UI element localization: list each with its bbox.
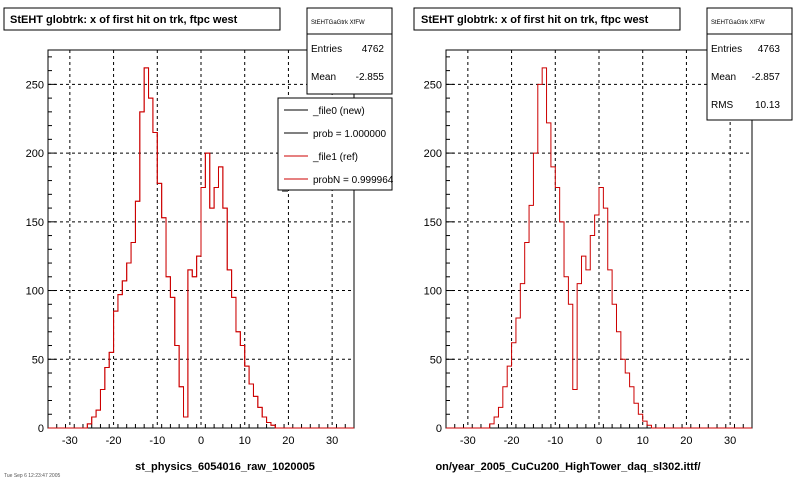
legend-label-prob: prob = 1.000000 (313, 129, 387, 140)
right-stats-mean-label: Mean (711, 72, 736, 83)
left-stats-mean-value: -2.855 (356, 72, 385, 83)
x-tick-label: 20 (680, 435, 692, 447)
left-stats-entries-value: 4762 (362, 44, 385, 55)
left-title-box (3, 7, 281, 31)
y-tick-label: 50 (430, 354, 442, 366)
y-tick-label: 150 (424, 217, 442, 229)
left-footer-timestamp: Tue Sep 6 12:23:47 2005 (4, 473, 60, 479)
right-title: StEHT globtrk: x of first hit on trk, ft… (421, 14, 649, 26)
right-stats-rms-value: 10.13 (755, 100, 780, 111)
x-tick-label: -10 (149, 435, 165, 447)
y-tick-label: 0 (436, 423, 442, 435)
left-stats-entries-label: Entries (311, 44, 342, 55)
x-tick-label: 30 (724, 435, 736, 447)
x-tick-label: -30 (62, 435, 78, 447)
x-tick-label: 10 (637, 435, 649, 447)
left-histogram-series (48, 67, 354, 429)
y-tick-label: 150 (26, 217, 44, 229)
right-histogram-series (446, 67, 752, 429)
y-tick-label: 250 (26, 79, 44, 91)
right-axes: -30 -20 -10 0 10 20 30 0 50 100 150 200 250 (424, 56, 753, 447)
legend-label-file0: _file0 (new) (312, 106, 365, 117)
left-axes: -30 -20 -10 0 10 20 30 0 50 100 150 200 250 (26, 56, 355, 447)
right-stats-entries-value: 4763 (758, 44, 781, 55)
y-tick-label: 100 (424, 286, 442, 298)
x-tick-label: 0 (198, 435, 204, 447)
x-tick-label: -10 (547, 435, 563, 447)
left-stats-box: StEHTGaGtrk XfFW Entries 4762 Mean -2.85… (306, 7, 393, 95)
legend-label-probn: probN = 0.999964 (313, 175, 394, 186)
right-title-box (413, 7, 681, 31)
left-stats-mean-label: Mean (311, 72, 336, 83)
x-tick-label: -20 (504, 435, 520, 447)
right-stats-rms-label: RMS (711, 100, 734, 111)
x-tick-label: 20 (282, 435, 294, 447)
right-stats-name: StEHTGaGtrk XfFW (711, 20, 765, 26)
y-tick-label: 100 (26, 286, 44, 298)
left-x-axis-label: st_physics_6054016_raw_1020005 (135, 461, 315, 473)
left-stats-name: StEHTGaGtrk XfFW (311, 20, 365, 26)
right-stats-mean-value: -2.857 (752, 72, 781, 83)
legend-label-file1: _file1 (ref) (312, 152, 358, 163)
y-tick-label: 0 (38, 423, 44, 435)
y-tick-label: 50 (32, 354, 44, 366)
x-tick-label: 0 (596, 435, 602, 447)
right-stats-box: StEHTGaGtrk XfFW Entries 4763 Mean -2.85… (706, 7, 793, 121)
x-tick-label: 30 (326, 435, 338, 447)
right-x-axis-label: on/year_2005_CuCu200_HighTower_daq_sl302… (435, 461, 700, 473)
histogram-step-line-1 (48, 67, 354, 429)
y-tick-label: 200 (424, 148, 442, 160)
histogram-step-line-0 (446, 67, 752, 429)
right-histogram-pad: -30 -20 -10 0 10 20 30 0 50 100 150 200 250 StEHT gl… (413, 7, 793, 473)
left-title: StEHT globtrk: x of first hit on trk, ft… (10, 14, 238, 26)
x-tick-label: -20 (106, 435, 122, 447)
y-tick-label: 250 (424, 79, 442, 91)
x-tick-label: -30 (460, 435, 476, 447)
y-tick-label: 200 (26, 148, 44, 160)
left-histogram-pad: -30 -20 -10 0 10 20 30 0 50 100 150 200 250 StEHT gl… (3, 7, 394, 479)
right-stats-entries-label: Entries (711, 44, 742, 55)
left-legend: _file0 (new) prob = 1.000000 _file1 (ref… (277, 97, 394, 192)
x-tick-label: 10 (239, 435, 251, 447)
